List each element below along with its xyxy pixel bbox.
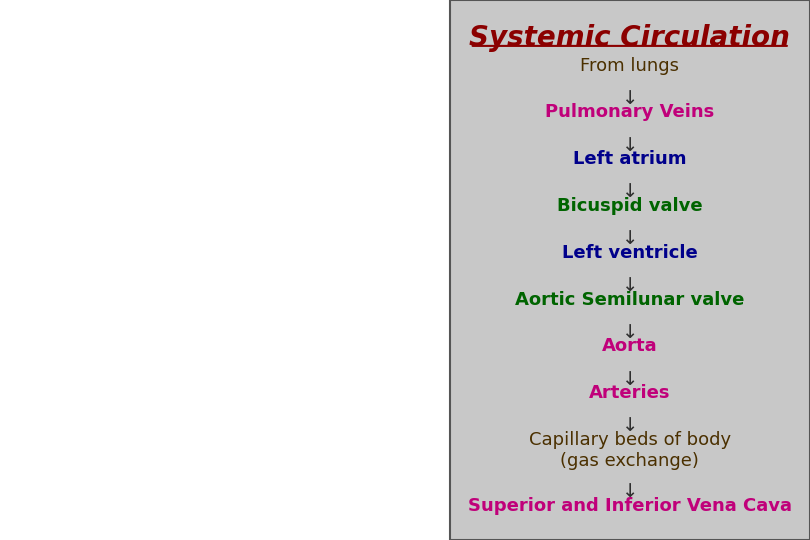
Text: ↓: ↓ — [621, 323, 638, 342]
Text: Left atrium: Left atrium — [573, 150, 687, 168]
Text: ↓: ↓ — [621, 416, 638, 435]
Text: Aorta: Aorta — [602, 338, 658, 355]
Text: Capillary beds of body
(gas exchange): Capillary beds of body (gas exchange) — [529, 431, 731, 470]
Text: Superior and Inferior Vena Cava: Superior and Inferior Vena Cava — [468, 497, 792, 515]
Text: ↓: ↓ — [621, 89, 638, 108]
Text: From lungs: From lungs — [580, 57, 680, 75]
Text: Systemic Circulation: Systemic Circulation — [469, 24, 791, 52]
Text: ↓: ↓ — [621, 276, 638, 295]
Text: Aortic Semilunar valve: Aortic Semilunar valve — [515, 291, 744, 308]
FancyBboxPatch shape — [450, 0, 810, 540]
Text: ↓: ↓ — [621, 230, 638, 248]
Text: ↓: ↓ — [621, 136, 638, 155]
Text: ↓: ↓ — [621, 482, 638, 502]
Text: Arteries: Arteries — [589, 384, 671, 402]
Text: Left ventricle: Left ventricle — [562, 244, 697, 262]
Text: ↓: ↓ — [621, 183, 638, 201]
Text: Pulmonary Veins: Pulmonary Veins — [545, 104, 714, 122]
FancyBboxPatch shape — [0, 0, 450, 540]
Text: ↓: ↓ — [621, 369, 638, 389]
Text: Bicuspid valve: Bicuspid valve — [557, 197, 702, 215]
